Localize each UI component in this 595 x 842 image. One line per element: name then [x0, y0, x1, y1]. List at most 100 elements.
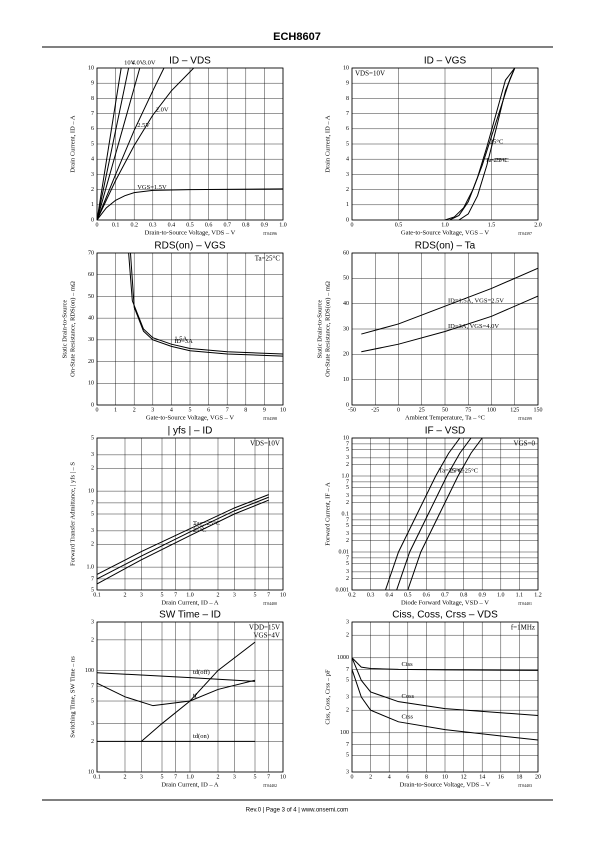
- x-tick-label: 0.4: [385, 592, 393, 598]
- x-tick-label: 5: [161, 774, 164, 780]
- x-tick-label: 1.5: [488, 222, 496, 228]
- y-tick-label: 3: [91, 452, 94, 458]
- x-tick-label: 0.8: [460, 592, 468, 598]
- x-tick-label: 8: [244, 407, 247, 413]
- x-tick-label: 3: [140, 774, 143, 780]
- x-axis-label: Drain Current, ID – A: [161, 781, 219, 788]
- x-tick-label: 5: [254, 774, 257, 780]
- y-tick-label: 2: [346, 708, 349, 714]
- y-tick-label: 2: [91, 542, 94, 548]
- y-tick-label: 1: [346, 202, 349, 208]
- chart-code: IT04403: [518, 783, 532, 788]
- series-line: [97, 68, 195, 220]
- series-line: [129, 253, 283, 357]
- chart: 0.1 2 3 5 7 1.0 2 3 5 7 10 10 2 3 5 7 100 2 3 SW Time – ID D…: [69, 610, 286, 789]
- x-tick-label: 3: [140, 592, 143, 598]
- x-tick-label: 0.8: [242, 222, 250, 228]
- series-line: [97, 68, 130, 220]
- y-axis-label: Static Drain-to-Source: [316, 300, 323, 359]
- x-tick-label: 1: [114, 407, 117, 413]
- x-tick-label: 10: [280, 774, 286, 780]
- x-tick-label: 0: [397, 407, 400, 413]
- series-line: [385, 438, 461, 590]
- series-label: −25°C: [461, 467, 478, 474]
- y-tick-label: 7: [346, 742, 349, 748]
- x-tick-label: 3: [233, 774, 236, 780]
- x-axis-label: Drain-to-Source Voltage, VDS – V: [145, 229, 236, 236]
- y-tick-label: 3: [91, 619, 94, 625]
- x-axis-label: Gate-to-Source Voltage, VGS – V: [146, 414, 234, 421]
- y-axis-label: Ciss, Coss, Crss – pF: [324, 669, 331, 725]
- y-tick-label: 0: [346, 217, 349, 223]
- x-tick-label: 7: [267, 774, 270, 780]
- chart-code: IT04401: [518, 601, 532, 606]
- y-tick-label: 5: [91, 141, 94, 147]
- y-tick-label: 7: [346, 555, 349, 561]
- x-tick-label: 2: [369, 774, 372, 780]
- plot: [128, 253, 283, 357]
- x-tick-label: 0.5: [186, 222, 194, 228]
- series-line: [97, 68, 165, 220]
- x-tick-label: 20: [535, 774, 541, 780]
- series-label: 25°C: [490, 139, 503, 146]
- x-tick-label: 75: [465, 407, 471, 413]
- x-tick-label: 1.2: [534, 592, 542, 598]
- y-tick-label: 0: [346, 402, 349, 408]
- series-label: 2.0V: [156, 107, 169, 114]
- y-tick-label: 3: [346, 455, 349, 461]
- x-tick-label: 1.0: [186, 592, 194, 598]
- chart-title: Ciss, Coss, Crss – VDS: [392, 610, 498, 621]
- y-tick-label: 2: [91, 637, 94, 643]
- y-tick-label: 3: [346, 694, 349, 700]
- y-tick-label: 2: [91, 739, 94, 745]
- y-tick-label: 2: [346, 187, 349, 193]
- y-tick-label: 10: [88, 769, 94, 775]
- y-tick-label: 1: [91, 202, 94, 208]
- series-line: [352, 669, 538, 741]
- y-tick-label: 3: [346, 172, 349, 178]
- x-tick-label: 0.6: [423, 592, 431, 598]
- chart: 0 2 4 6 8 10 12 14 16 18 20 3 5 7 100 2 3 5 7 1000 2 3 Ciss, C…: [324, 610, 541, 789]
- series-line: [352, 657, 538, 716]
- y-tick-label: 5: [346, 523, 349, 529]
- y-axis-label: Forward Current, IF – A: [324, 482, 331, 546]
- y-axis-label: Switching Time, SW Time – ns: [69, 656, 76, 738]
- x-tick-label: 2: [216, 774, 219, 780]
- x-tick-label: 3: [151, 407, 154, 413]
- x-tick-label: 2: [123, 774, 126, 780]
- footer-text: Rev.0 | Page 3 of 4 | www.onsemi.com: [246, 808, 348, 814]
- x-tick-label: 0.1: [112, 222, 120, 228]
- x-tick-label: 8: [425, 774, 428, 780]
- series-label: 2.5V: [137, 122, 150, 129]
- annotation: VGS=4V: [253, 632, 280, 640]
- x-tick-label: 2: [133, 407, 136, 413]
- x-tick-label: 1.0: [441, 222, 449, 228]
- x-tick-label: 4: [170, 407, 173, 413]
- x-tick-label: 7: [174, 774, 177, 780]
- series-label: td(off): [193, 669, 210, 676]
- y-tick-label: 10: [343, 65, 349, 71]
- plot-frame: [96, 621, 284, 773]
- series-line: [449, 68, 516, 220]
- plot: [352, 657, 538, 741]
- y-tick-label: 70: [88, 250, 94, 256]
- series-line: [407, 438, 483, 590]
- x-tick-label: 0: [96, 407, 99, 413]
- y-tick-label: 5: [346, 753, 349, 759]
- y-tick-label: 7: [346, 517, 349, 523]
- y-tick-label: 2: [346, 576, 349, 582]
- chart: 0 1 2 3 4 5 6 7 8 9 10 0 10 20 30 40 50 60 70 RDS(on) – VGS…: [61, 241, 286, 422]
- x-tick-label: 10: [442, 774, 448, 780]
- annotation: Ta=25°C: [255, 255, 281, 263]
- chart-code: IT04399: [518, 416, 532, 421]
- y-axis-label: Drain Current, ID – A: [324, 115, 331, 173]
- x-tick-label: 7: [267, 592, 270, 598]
- y-tick-label: 40: [88, 316, 94, 322]
- x-tick-label: 25: [419, 407, 425, 413]
- x-tick-label: 6: [406, 774, 409, 780]
- series-line: [361, 295, 538, 353]
- y-tick-label: 2: [346, 462, 349, 468]
- y-tick-label: 0.01: [339, 549, 350, 555]
- series-line: [97, 68, 122, 220]
- y-tick-label: 100: [340, 730, 349, 736]
